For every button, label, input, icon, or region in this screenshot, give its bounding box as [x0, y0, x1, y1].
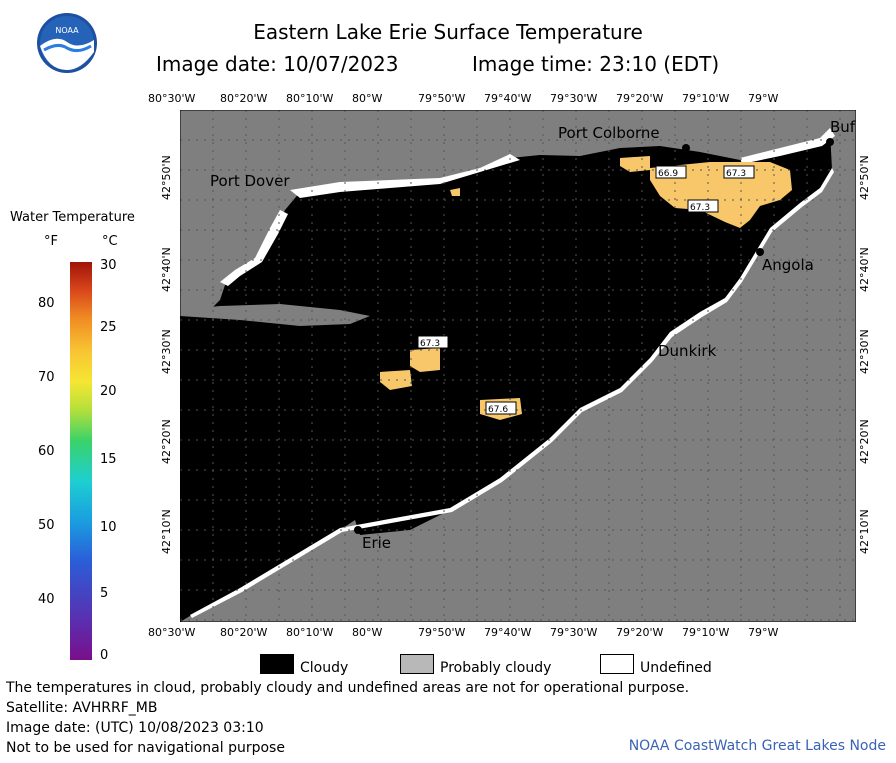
latitude-tick-label: 42°50'N: [160, 155, 173, 200]
celsius-tick: 20: [100, 384, 117, 399]
place-dunkirk: Dunkirk: [658, 342, 717, 360]
place-buffalo: Buf: [830, 118, 856, 136]
credit-text: NOAA CoastWatch Great Lakes Node: [628, 738, 886, 754]
celsius-tick: 15: [100, 452, 117, 467]
probably-cloudy-swatch: [400, 654, 434, 674]
longitude-tick-label: 80°20'W: [220, 626, 268, 639]
longitude-tick-label: 80°10'W: [286, 92, 334, 105]
place-erie: Erie: [362, 534, 391, 552]
fahrenheit-tick: 80: [38, 296, 55, 311]
latitude-tick-label: 42°20'N: [160, 419, 173, 464]
colorbar-title: Water Temperature: [10, 210, 135, 225]
image-time: Image time: 23:10 (EDT): [472, 52, 720, 76]
latitude-tick-label: 42°10'N: [858, 509, 871, 554]
colorbar-gradient: [70, 262, 92, 660]
unit-celsius: °C: [102, 234, 118, 249]
place-port-colborne: Port Colborne: [558, 124, 660, 142]
latitude-tick-label: 42°40'N: [858, 247, 871, 292]
undefined-label: Undefined: [640, 660, 712, 676]
latitude-tick-label: 42°40'N: [160, 247, 173, 292]
cloudy-label: Cloudy: [300, 660, 349, 676]
fahrenheit-tick: 70: [38, 370, 55, 385]
longitude-tick-label: 79°30'W: [550, 92, 598, 105]
dunkirk-dot: [652, 338, 660, 346]
longitude-tick-label: 79°20'W: [616, 626, 664, 639]
latitude-tick-label: 42°10'N: [160, 509, 173, 554]
fahrenheit-tick: 40: [38, 592, 55, 607]
noaa-logo: NOAA: [37, 13, 97, 73]
utc-date-text: Image date: (UTC) 10/08/2023 03:10: [6, 720, 264, 736]
probably-cloudy-area: [180, 304, 370, 326]
temp-label-5: 67.6: [488, 405, 508, 415]
cloudy-swatch: [260, 654, 294, 674]
lake-cloud-area: [180, 130, 832, 622]
lake-erie-map: 66.9 67.3 67.3 67.3 67.6 Port Colborne B…: [180, 110, 856, 622]
celsius-tick: 0: [100, 648, 109, 663]
longitude-tick-label: 80°10'W: [286, 626, 334, 639]
latitude-tick-label: 42°30'N: [160, 329, 173, 374]
graticule-lines: [180, 110, 856, 622]
erie-dot: [354, 526, 362, 534]
unit-fahrenheit: °F: [44, 234, 58, 249]
temp-value-labels: 66.9 67.3 67.3 67.3 67.6: [417, 165, 755, 415]
temp-label-4: 67.3: [420, 339, 440, 349]
city-markers: [354, 138, 834, 534]
latitude-tick-label: 42°30'N: [858, 329, 871, 374]
latitude-tick-label: 42°20'N: [858, 419, 871, 464]
angola-dot: [756, 248, 764, 256]
longitude-tick-label: 80°W: [352, 626, 383, 639]
place-angola: Angola: [762, 256, 814, 274]
longitude-tick-label: 79°50'W: [418, 92, 466, 105]
longitude-tick-label: 80°20'W: [220, 92, 268, 105]
longitude-tick-label: 80°30'W: [148, 626, 196, 639]
warm-patch-mid1: [410, 348, 440, 372]
longitude-tick-label: 79°20'W: [616, 92, 664, 105]
celsius-tick: 10: [100, 520, 117, 535]
undefined-area-nw: [220, 210, 288, 286]
navigation-warning: Not to be used for navigational purpose: [6, 740, 285, 756]
temp-label-1: 66.9: [658, 169, 678, 179]
fahrenheit-tick: 60: [38, 444, 55, 459]
longitude-tick-label: 79°40'W: [484, 626, 532, 639]
longitude-tick-label: 79°50'W: [418, 626, 466, 639]
logo-text: NOAA: [55, 26, 79, 35]
disclaimer-text: The temperatures in cloud, probably clou…: [6, 680, 690, 696]
longitude-tick-label: 79°30'W: [550, 626, 598, 639]
buffalo-dot: [826, 138, 834, 146]
longitude-tick-label: 79°W: [748, 626, 779, 639]
warm-patch-north: [450, 188, 460, 196]
longitude-tick-label: 79°10'W: [682, 626, 730, 639]
undefined-swatch: [600, 654, 634, 674]
satellite-text: Satellite: AVHRRF_MB: [6, 700, 158, 716]
longitude-tick-label: 80°30'W: [148, 92, 196, 105]
celsius-tick: 5: [100, 586, 109, 601]
probably-cloudy-label: Probably cloudy: [440, 660, 552, 676]
temp-label-2: 67.3: [726, 169, 746, 179]
port-colborne-dot: [682, 144, 690, 152]
temp-label-3: 67.3: [690, 203, 710, 213]
latitude-tick-label: 42°50'N: [858, 155, 871, 200]
undefined-area-ne: [740, 128, 835, 164]
place-port-dover: Port Dover: [210, 172, 290, 190]
celsius-tick: 25: [100, 320, 117, 335]
image-date: Image date: 10/07/2023: [156, 52, 399, 76]
place-labels: Port Colborne Buf Port Dover Angola Dunk…: [210, 118, 856, 552]
map-title: Eastern Lake Erie Surface Temperature: [253, 20, 643, 44]
longitude-tick-label: 79°40'W: [484, 92, 532, 105]
longitude-tick-label: 79°10'W: [682, 92, 730, 105]
celsius-tick: 30: [100, 258, 117, 273]
fahrenheit-tick: 50: [38, 518, 55, 533]
undefined-area-north: [290, 154, 520, 198]
longitude-tick-label: 80°W: [352, 92, 383, 105]
longitude-tick-label: 79°W: [748, 92, 779, 105]
